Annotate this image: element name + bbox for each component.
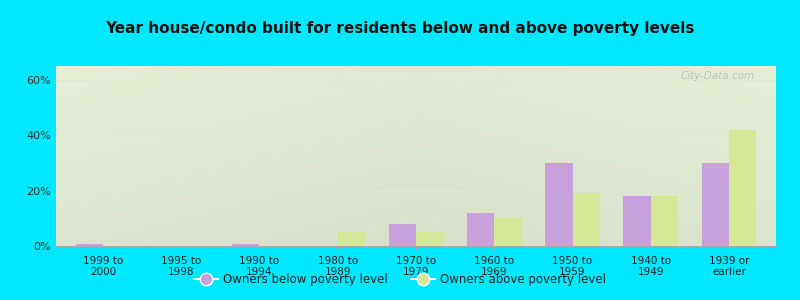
Text: Year house/condo built for residents below and above poverty levels: Year house/condo built for residents bel… bbox=[106, 21, 694, 36]
Bar bbox=[232, 244, 259, 246]
Text: City-Data.com: City-Data.com bbox=[680, 71, 754, 81]
Bar bbox=[75, 244, 103, 246]
Bar bbox=[573, 194, 600, 246]
Bar bbox=[494, 218, 522, 246]
Bar bbox=[389, 224, 416, 246]
Legend: Owners below poverty level, Owners above poverty level: Owners below poverty level, Owners above… bbox=[190, 269, 610, 291]
Bar bbox=[467, 213, 494, 246]
Bar bbox=[702, 163, 729, 246]
Bar bbox=[623, 196, 650, 246]
Bar bbox=[338, 232, 365, 246]
Bar bbox=[729, 130, 757, 246]
Bar bbox=[416, 232, 443, 246]
Bar bbox=[650, 196, 678, 246]
Bar bbox=[545, 163, 573, 246]
